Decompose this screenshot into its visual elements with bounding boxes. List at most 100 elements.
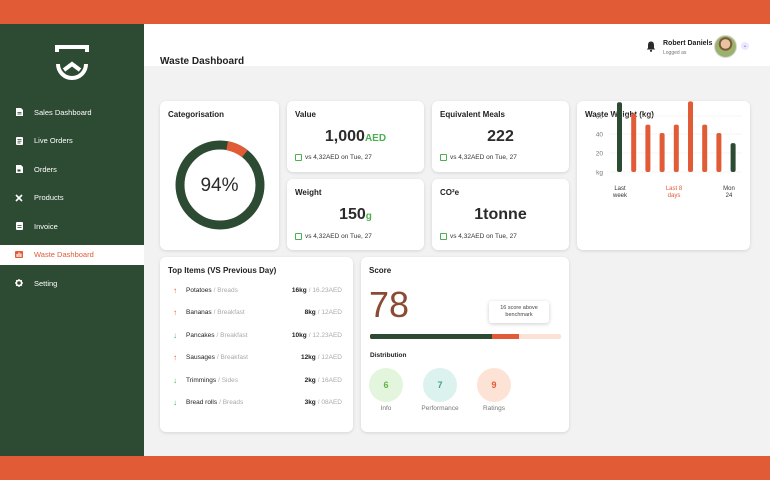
sidebar-item-label: Invoice xyxy=(34,221,58,231)
distribution-label: Info xyxy=(380,405,392,412)
top-bar: Robert Daniels Logged as ⌄ xyxy=(144,24,770,66)
arrow-down-icon: ↓ xyxy=(173,398,177,407)
tooltip-line: 16 score above xyxy=(500,305,538,311)
list-item[interactable]: ↓ Bread rolls / Breads 3kg/ 08AED xyxy=(173,398,342,408)
categorisation-card: Categorisation 94% xyxy=(160,101,279,250)
sidebar-item-setting[interactable]: Setting xyxy=(0,273,144,293)
distribution-label: Performance xyxy=(421,405,459,412)
meals-amount: 222 xyxy=(487,128,514,145)
item-name: Bread rolls xyxy=(186,399,218,406)
distribution-info-circle[interactable]: 6 xyxy=(369,368,403,402)
gear-icon xyxy=(15,279,23,287)
user-name: Robert Daniels xyxy=(663,40,713,47)
value-number: 1,000 xyxy=(324,128,365,145)
logo-icon xyxy=(55,45,89,80)
value-card: Value 1,000AED vs 4,32AED on Tue, 27 xyxy=(287,101,424,172)
item-value: / 12.23AED xyxy=(308,331,342,339)
invoice-icon xyxy=(15,222,23,230)
chart-bar[interactable] xyxy=(617,102,622,172)
value-amount: 1,000AED xyxy=(287,128,424,146)
x-axis-label: Mon xyxy=(723,186,735,192)
chart-bar[interactable] xyxy=(730,143,736,172)
chart-bar[interactable] xyxy=(702,124,708,172)
meals-card: Equivalent Meals 222 vs 4,32AED on Tue, … xyxy=(432,101,569,172)
sidebar-item-label: Live Orders xyxy=(34,136,73,145)
item-name: Bananas xyxy=(186,309,212,316)
score-bar-track xyxy=(370,334,561,339)
list-item[interactable]: ↓ Trimmings / Sides 2kg/ 16AED xyxy=(173,375,342,385)
sidebar-item-waste-dashboard[interactable]: Waste Dashboard xyxy=(0,244,144,265)
chart-bar[interactable] xyxy=(716,132,722,172)
item-weight: 16kg xyxy=(291,286,307,294)
y-tick-label: 60 xyxy=(596,114,604,121)
card-title: Equivalent Meals xyxy=(440,110,505,119)
item-weight: 3kg xyxy=(304,399,316,406)
chevron-down-icon[interactable]: ⌄ xyxy=(741,42,749,50)
weight-amount: 150g xyxy=(287,206,424,224)
sidebar-item-orders[interactable]: Orders xyxy=(0,159,144,179)
sidebar-item-label: Orders xyxy=(34,164,57,174)
list-item[interactable]: ↑ Bananas / Breakfast 8kg/ 12AED xyxy=(173,308,342,318)
sidebar-item-products[interactable]: Products xyxy=(0,188,144,208)
y-tick-label: kg xyxy=(596,170,603,177)
sidebar-item-invoice[interactable]: Invoice xyxy=(0,216,144,236)
x-axis-label: week xyxy=(612,193,628,199)
chart-bar[interactable] xyxy=(673,124,679,172)
item-weight: 12kg xyxy=(300,354,316,361)
score-value: 78 xyxy=(369,284,410,325)
sidebar-item-label: Sales Dashboard xyxy=(34,107,92,117)
distribution-label: Ratings xyxy=(482,405,506,412)
card-title: Categorisation xyxy=(168,110,225,119)
item-name: Trimmings xyxy=(186,376,217,384)
comparison-text: vs 4,32AED on Tue, 27 xyxy=(305,233,372,240)
arrow-up-icon: ↑ xyxy=(173,308,177,317)
avatar[interactable] xyxy=(714,35,737,58)
arrow-up-icon: ↑ xyxy=(173,353,177,362)
item-category: / Sides xyxy=(218,376,238,384)
co2-amount: 1tonne xyxy=(474,206,527,223)
calendar-icon xyxy=(295,154,302,161)
categorisation-percent: 94% xyxy=(200,175,239,196)
item-name: Sausages xyxy=(186,354,215,361)
item-value: / 16.23AED xyxy=(308,286,342,294)
item-weight: 8kg xyxy=(304,309,316,316)
item-category: / Breakfast xyxy=(216,331,248,339)
sidebar-item-label: Waste Dashboard xyxy=(34,250,94,259)
score-tooltip: 16 score above benchmark xyxy=(489,301,549,323)
comparison-text: vs 4,32AED on Tue, 27 xyxy=(305,154,372,161)
list-item[interactable]: ↑ Sausages / Breakfast 12kg/ 12AED xyxy=(173,353,342,363)
calendar-icon xyxy=(440,233,447,240)
item-category: / Breads xyxy=(219,399,244,406)
card-title: Weight xyxy=(295,188,322,197)
chart-icon xyxy=(15,251,23,259)
list-item[interactable]: ↑ Potatoes / Breads 16kg/ 16.23AED xyxy=(173,285,342,295)
chart-bar[interactable] xyxy=(645,124,651,172)
value-comparison: vs 4,32AED on Tue, 27 xyxy=(295,154,372,161)
distribution-title: Distribution xyxy=(370,352,407,359)
value-unit: AED xyxy=(364,133,387,144)
distribution-ratings-circle[interactable]: 9 xyxy=(477,368,511,402)
categorisation-donut xyxy=(175,140,265,230)
weight-unit: g xyxy=(365,211,372,222)
sidebar-item-label: Setting xyxy=(34,278,58,288)
item-name: Pancakes xyxy=(186,331,215,339)
item-category: / Breakfast xyxy=(213,309,245,316)
y-tick-label: 20 xyxy=(596,151,604,158)
bell-icon[interactable] xyxy=(646,41,656,52)
top-items-card: Top Items (VS Previous Day) ↑ Potatoes / B… xyxy=(160,257,353,432)
item-value: / 08AED xyxy=(317,399,342,406)
list-item[interactable]: ↓ Pancakes / Breakfast 10kg/ 12.23AED xyxy=(173,330,342,340)
item-value: / 12AED xyxy=(317,354,342,361)
arrow-down-icon: ↓ xyxy=(173,330,177,340)
sidebar-item-sales-dashboard[interactable]: Sales Dashboard xyxy=(0,102,144,122)
co2-comparison: vs 4,32AED on Tue, 27 xyxy=(440,233,517,240)
chart-bar[interactable] xyxy=(659,132,665,172)
meals-comparison: vs 4,32AED on Tue, 27 xyxy=(440,154,517,161)
sidebar: Sales Dashboard Live Orders Orders Produ… xyxy=(0,24,144,456)
weight-comparison: vs 4,32AED on Tue, 27 xyxy=(295,233,372,240)
distribution-performance-circle[interactable]: 7 xyxy=(423,368,457,402)
chart-bar[interactable] xyxy=(688,101,693,172)
sidebar-item-live-orders[interactable]: Live Orders xyxy=(0,131,144,151)
chart-bar[interactable] xyxy=(631,113,637,172)
x-axis-label: Last 8 xyxy=(666,186,683,192)
